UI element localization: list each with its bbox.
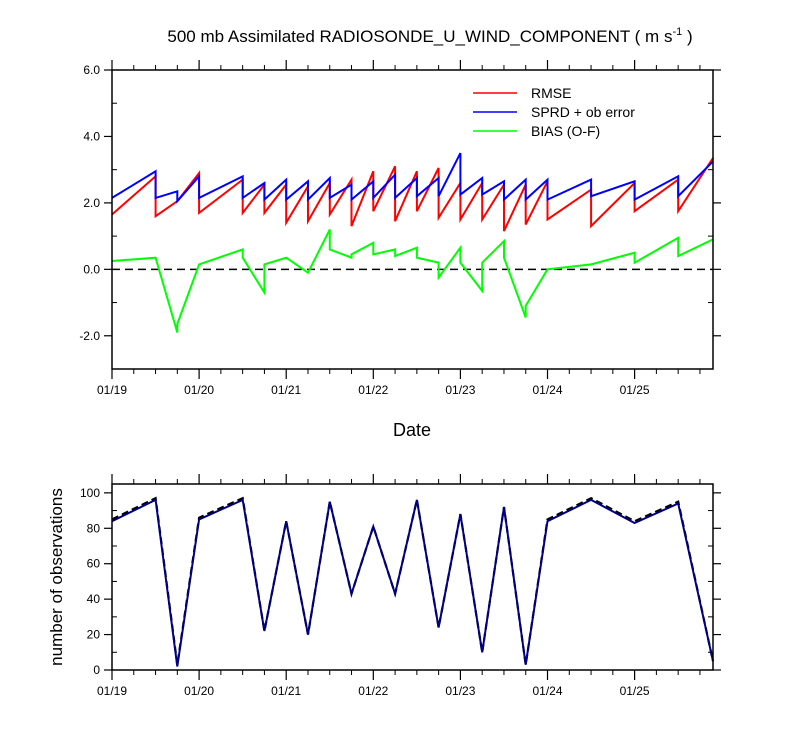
- top-chart-title-main: 500 mb Assimilated RADIOSONDE_U_WIND_COM…: [167, 27, 672, 46]
- bot-ytick-label: 20: [87, 628, 101, 642]
- legend-label-rmse: RMSE: [531, 85, 571, 101]
- top-legend: RMSE SPRD + ob error BIAS (O-F): [473, 85, 635, 139]
- bot-ytick-label: 40: [87, 592, 101, 606]
- top-x-axis-title: Date: [393, 420, 431, 440]
- top-ytick-label: 4.0: [83, 129, 100, 143]
- top-xtick-label: 01/22: [358, 383, 388, 397]
- top-ytick-label: -2.0: [79, 329, 100, 343]
- top-ytick-label: 2.0: [83, 196, 100, 210]
- top-chart: 500 mb Assimilated RADIOSONDE_U_WIND_COM…: [79, 26, 721, 440]
- top-plot-frame: [111, 69, 714, 370]
- top-xtick-label: 01/25: [620, 383, 650, 397]
- top-xtick-label: 01/20: [184, 383, 214, 397]
- legend-label-bias: BIAS (O-F): [531, 123, 600, 139]
- bottom-y-axis-title: number of observations: [47, 488, 66, 666]
- bot-xtick-label: 01/25: [620, 684, 650, 698]
- top-chart-title: 500 mb Assimilated RADIOSONDE_U_WIND_COM…: [167, 26, 692, 46]
- top-ytick-label: 0.0: [83, 262, 100, 276]
- top-series-sprd-ob-error: [111, 152, 714, 204]
- bot-xtick-label: 01/21: [271, 684, 301, 698]
- top-series-group: [111, 152, 714, 333]
- bottom-y-axis: 0 20 40 60 80 100: [80, 486, 721, 677]
- bot-series-observations: [111, 498, 714, 667]
- top-ytick-label: 6.0: [83, 63, 100, 77]
- top-chart-title-superscript: -1: [672, 26, 682, 38]
- top-series-bias-o-f: [111, 229, 714, 333]
- top-xtick-label: 01/24: [532, 383, 562, 397]
- legend-label-sprd: SPRD + ob error: [531, 104, 635, 120]
- top-xtick-label: 01/19: [97, 383, 127, 397]
- top-xtick-label: 01/23: [445, 383, 475, 397]
- bottom-x-axis: 01/19 01/20 01/21 01/22 01/23 01/24 01/25: [97, 474, 701, 698]
- bot-xtick-label: 01/24: [532, 684, 562, 698]
- bot-xtick-label: 01/22: [358, 684, 388, 698]
- bot-ytick-label: 100: [80, 486, 100, 500]
- bottom-plot-frame: [111, 483, 714, 671]
- top-xtick-label: 01/21: [271, 383, 301, 397]
- top-x-axis: 01/19 01/20 01/21 01/22 01/23 01/24 01/25: [97, 60, 701, 397]
- bot-ytick-label: 0: [93, 663, 100, 677]
- bottom-series-group: [111, 496, 715, 667]
- top-y-axis: -2.0 0.0 2.0 4.0 6.0: [79, 63, 721, 370]
- top-chart-title-end: ): [682, 27, 692, 46]
- bot-ytick-label: 80: [87, 521, 101, 535]
- bot-xtick-label: 01/23: [445, 684, 475, 698]
- bot-xtick-label: 01/19: [97, 684, 127, 698]
- bot-ytick-label: 60: [87, 557, 101, 571]
- bot-xtick-label: 01/20: [184, 684, 214, 698]
- top-series-rmse: [111, 157, 714, 232]
